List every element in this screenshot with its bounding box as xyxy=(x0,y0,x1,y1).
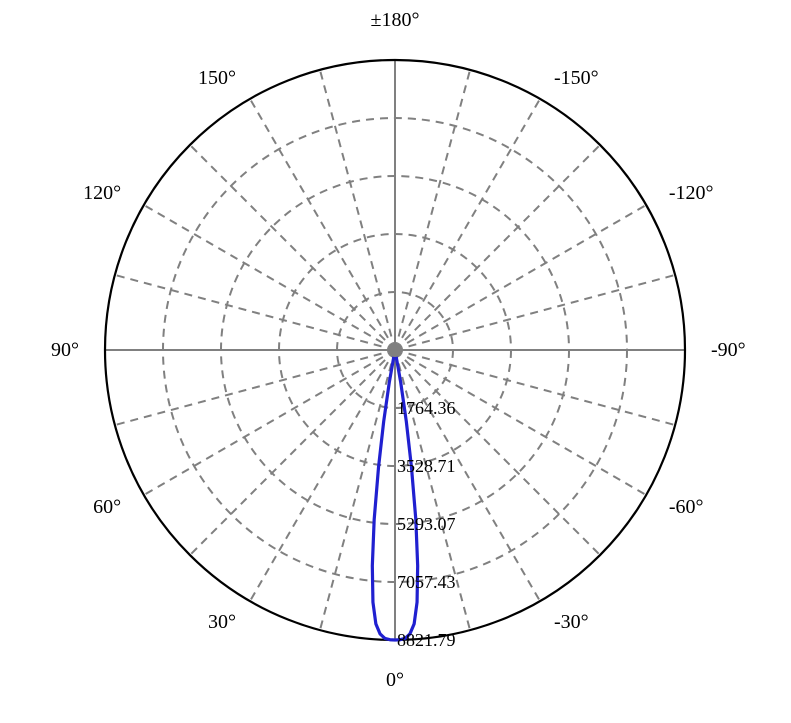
angle-label: -120° xyxy=(669,182,714,204)
angle-label: 120° xyxy=(83,182,121,204)
radial-label: 8821.79 xyxy=(397,630,456,650)
angle-label: 60° xyxy=(93,496,121,518)
polar-chart-container: 1764.36 3528.71 5293.07 7057.43 8821.79 0° 30°… xyxy=(0,0,791,723)
angle-label: -150° xyxy=(554,67,599,89)
radial-label: 5293.07 xyxy=(397,514,456,534)
center-dot xyxy=(388,343,402,357)
radial-label: 7057.43 xyxy=(397,572,456,592)
radial-label: 3528.71 xyxy=(397,456,456,476)
angle-label: ±180° xyxy=(371,9,420,31)
angle-label: 150° xyxy=(198,67,236,89)
angle-label: 0° xyxy=(386,669,404,691)
angle-label: -30° xyxy=(554,611,589,633)
radial-label: 1764.36 xyxy=(397,398,456,418)
angle-label: 30° xyxy=(208,611,236,633)
polar-chart: 1764.36 3528.71 5293.07 7057.43 8821.79 0° 30°… xyxy=(0,0,791,723)
angle-label: -90° xyxy=(711,339,746,361)
angle-label: -60° xyxy=(669,496,704,518)
angle-label: 90° xyxy=(51,339,79,361)
